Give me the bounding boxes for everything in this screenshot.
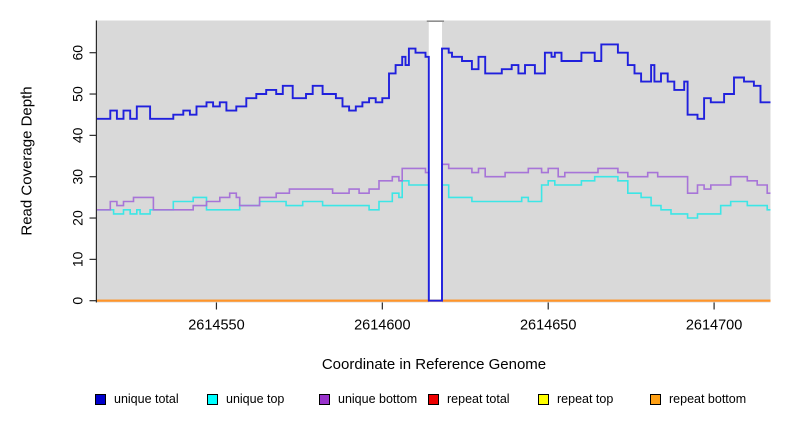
x-tick-label: 2614650 [520,318,576,334]
y-tick-label: 30 [70,169,86,185]
legend-item-repeat-total: repeat total [428,391,510,407]
x-axis-title: Coordinate in Reference Genome [321,356,547,373]
legend-label: unique bottom [338,392,418,406]
legend-item-unique-top: unique top [207,391,284,407]
y-tick-label: 20 [70,210,86,226]
x-tick-label: 2614550 [188,318,244,334]
legend-item-repeat-bottom: repeat bottom [650,391,746,407]
plot-area: 0 10 20 30 40 50 60 2614550 2614600 2614650 261470… [70,20,771,334]
y-tick-label: 50 [70,86,86,102]
legend-label: repeat top [557,392,614,406]
y-tick-label: 0 [70,297,86,305]
y-tick-label: 60 [70,45,86,61]
legend-swatch-unique-total [95,393,106,405]
series-unique-total [97,43,771,302]
legend-item-repeat-top: repeat top [538,391,613,407]
legend-swatch-repeat-total [428,393,439,405]
legend-item-unique-total: unique total [95,391,179,407]
legend-swatch-unique-top [207,393,218,405]
legend-label: unique total [114,392,179,406]
x-tick-label: 2614700 [686,318,742,334]
legend-swatch-repeat-top [538,393,549,405]
legend-swatch-unique-bottom [319,393,330,405]
y-tick-label: 10 [70,251,86,267]
legend-label: repeat bottom [669,392,747,406]
y-tick-label: 40 [70,127,86,143]
legend-label: unique top [226,392,285,406]
legend-item-unique-bottom: unique bottom [319,391,417,407]
y-axis-title: Read Coverage Depth [18,86,36,236]
x-tick-label: 2614600 [354,318,410,334]
coverage-gap-band [428,21,443,303]
legend-label: repeat total [447,392,510,406]
legend: unique total unique top unique bottom repea… [0,391,792,415]
legend-swatch-repeat-bottom [650,393,661,405]
